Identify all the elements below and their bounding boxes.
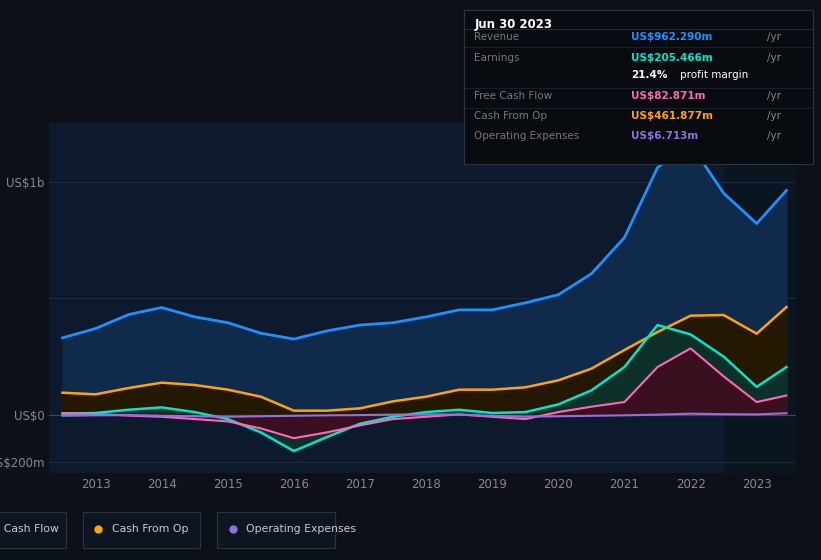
FancyBboxPatch shape — [0, 512, 66, 548]
Text: Revenue: Revenue — [475, 32, 520, 43]
Text: US$461.877m: US$461.877m — [631, 111, 713, 121]
Text: US$6.713m: US$6.713m — [631, 131, 699, 141]
Text: US$205.466m: US$205.466m — [631, 53, 713, 63]
Text: Jun 30 2023: Jun 30 2023 — [475, 18, 553, 31]
Text: Earnings: Earnings — [475, 53, 520, 63]
Text: Cash From Op: Cash From Op — [475, 111, 548, 121]
Bar — [723, 123, 796, 473]
FancyBboxPatch shape — [83, 512, 200, 548]
Text: Operating Expenses: Operating Expenses — [246, 524, 356, 534]
Text: Operating Expenses: Operating Expenses — [475, 131, 580, 141]
Text: /yr: /yr — [768, 111, 782, 121]
Text: US$962.290m: US$962.290m — [631, 32, 713, 43]
Text: 21.4%: 21.4% — [631, 70, 667, 80]
Text: Free Cash Flow: Free Cash Flow — [475, 91, 553, 101]
Text: Cash From Op: Cash From Op — [112, 524, 188, 534]
Text: /yr: /yr — [768, 32, 782, 43]
Text: /yr: /yr — [768, 131, 782, 141]
Text: Free Cash Flow: Free Cash Flow — [0, 524, 59, 534]
Text: profit margin: profit margin — [680, 70, 749, 80]
Text: US$82.871m: US$82.871m — [631, 91, 706, 101]
Text: /yr: /yr — [768, 53, 782, 63]
Text: /yr: /yr — [768, 91, 782, 101]
FancyBboxPatch shape — [218, 512, 335, 548]
